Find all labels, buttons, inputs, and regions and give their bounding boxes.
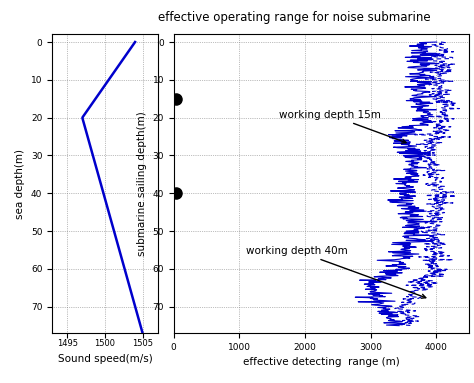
X-axis label: effective detecting  range (m): effective detecting range (m) <box>243 357 400 367</box>
Text: working depth 15m: working depth 15m <box>279 110 406 143</box>
Y-axis label: sea depth(m): sea depth(m) <box>15 149 26 219</box>
X-axis label: Sound speed(m/s): Sound speed(m/s) <box>57 354 152 364</box>
Text: effective operating range for noise submarine: effective operating range for noise subm… <box>157 11 430 25</box>
Text: working depth 40m: working depth 40m <box>246 246 426 298</box>
Y-axis label: submarine sailing depth(m): submarine sailing depth(m) <box>137 111 147 256</box>
